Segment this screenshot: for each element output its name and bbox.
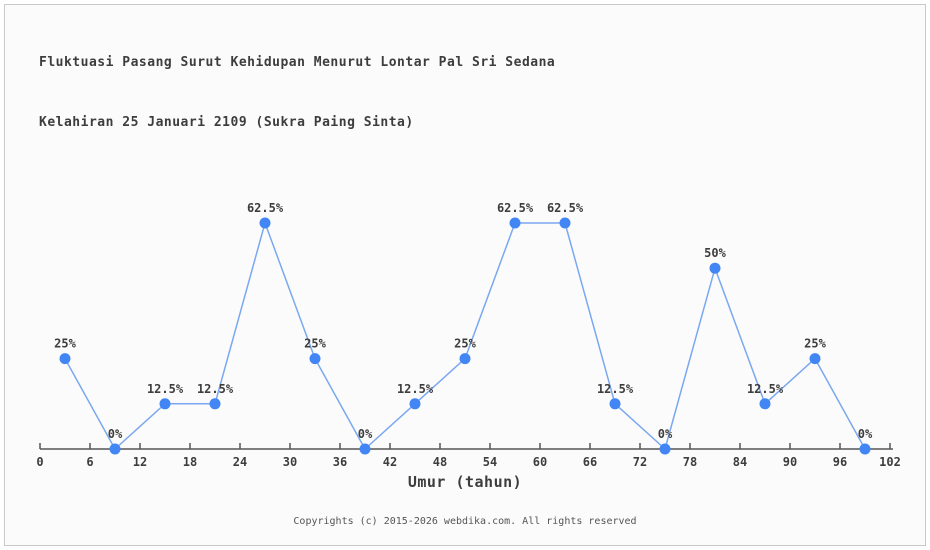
data-point	[309, 353, 321, 365]
data-point-label: 25%	[804, 337, 826, 351]
data-point	[609, 398, 621, 410]
data-point	[859, 443, 871, 455]
x-axis-tick-label: 18	[183, 455, 197, 469]
data-point-label: 12.5%	[147, 382, 184, 396]
data-point	[659, 443, 671, 455]
x-axis-tick-label: 30	[283, 455, 297, 469]
data-point-label: 12.5%	[597, 382, 634, 396]
data-point-label: 12.5%	[197, 382, 234, 396]
chart-title-line2: Kelahiran 25 Januari 2109 (Sukra Paing S…	[39, 115, 414, 130]
data-point	[559, 217, 571, 229]
data-point	[159, 398, 171, 410]
x-axis-tick-label: 54	[483, 455, 497, 469]
line-chart-canvas: 0 6 12 18 24 30 36 42 48 54 60 66 72 78 84 90 96 102 25% 0%…	[36, 201, 901, 469]
chart-title-line1: Fluktuasi Pasang Surut Kehidupan Menurut…	[39, 55, 556, 70]
data-point-label: 25%	[454, 337, 476, 351]
x-axis-tick-label: 90	[783, 455, 797, 469]
x-axis-tick-label: 96	[833, 455, 847, 469]
data-point	[709, 262, 721, 274]
data-point	[359, 443, 371, 455]
data-point	[209, 398, 221, 410]
data-point-label: 0%	[358, 427, 373, 441]
data-point-label: 50%	[704, 246, 726, 260]
data-point	[809, 353, 821, 365]
data-point	[509, 217, 521, 229]
x-axis-tick-label: 48	[433, 455, 447, 469]
data-point-label: 62.5%	[547, 201, 584, 215]
x-axis-title: Umur (tahun)	[407, 473, 523, 491]
x-axis-tick-label: 0	[36, 455, 43, 469]
data-point-label: 25%	[54, 337, 76, 351]
x-axis-tick-label: 42	[383, 455, 397, 469]
x-axis-tick-label: 84	[733, 455, 747, 469]
x-axis-tick-label: 36	[333, 455, 347, 469]
copyright-text: Copyrights (c) 2015-2026 webdika.com. Al…	[293, 516, 637, 527]
x-axis-tick-label: 102	[879, 455, 901, 469]
data-point-label: 62.5%	[497, 201, 534, 215]
data-point	[59, 353, 71, 365]
data-point-label: 62.5%	[247, 201, 284, 215]
data-point	[459, 353, 471, 365]
x-axis-tick-label: 72	[633, 455, 647, 469]
data-point-label: 25%	[304, 337, 326, 351]
data-point-label: 12.5%	[397, 382, 434, 396]
data-point-label: 0%	[858, 427, 873, 441]
chart-title: Fluktuasi Pasang Surut Kehidupan Menurut…	[39, 13, 555, 173]
x-axis-tick-label: 12	[133, 455, 147, 469]
data-point-label: 12.5%	[747, 382, 784, 396]
x-axis-tick-label: 24	[233, 455, 247, 469]
x-axis-tick-label: 66	[583, 455, 597, 469]
data-point	[259, 217, 271, 229]
chart-frame: Fluktuasi Pasang Surut Kehidupan Menurut…	[4, 4, 926, 546]
data-point	[409, 398, 421, 410]
data-point	[759, 398, 771, 410]
x-axis-tick-label: 78	[683, 455, 697, 469]
data-point-label: 0%	[658, 427, 673, 441]
data-point	[109, 443, 121, 455]
x-axis-tick-label: 6	[86, 455, 93, 469]
x-axis-tick-label: 60	[533, 455, 547, 469]
data-point-label: 0%	[108, 427, 123, 441]
